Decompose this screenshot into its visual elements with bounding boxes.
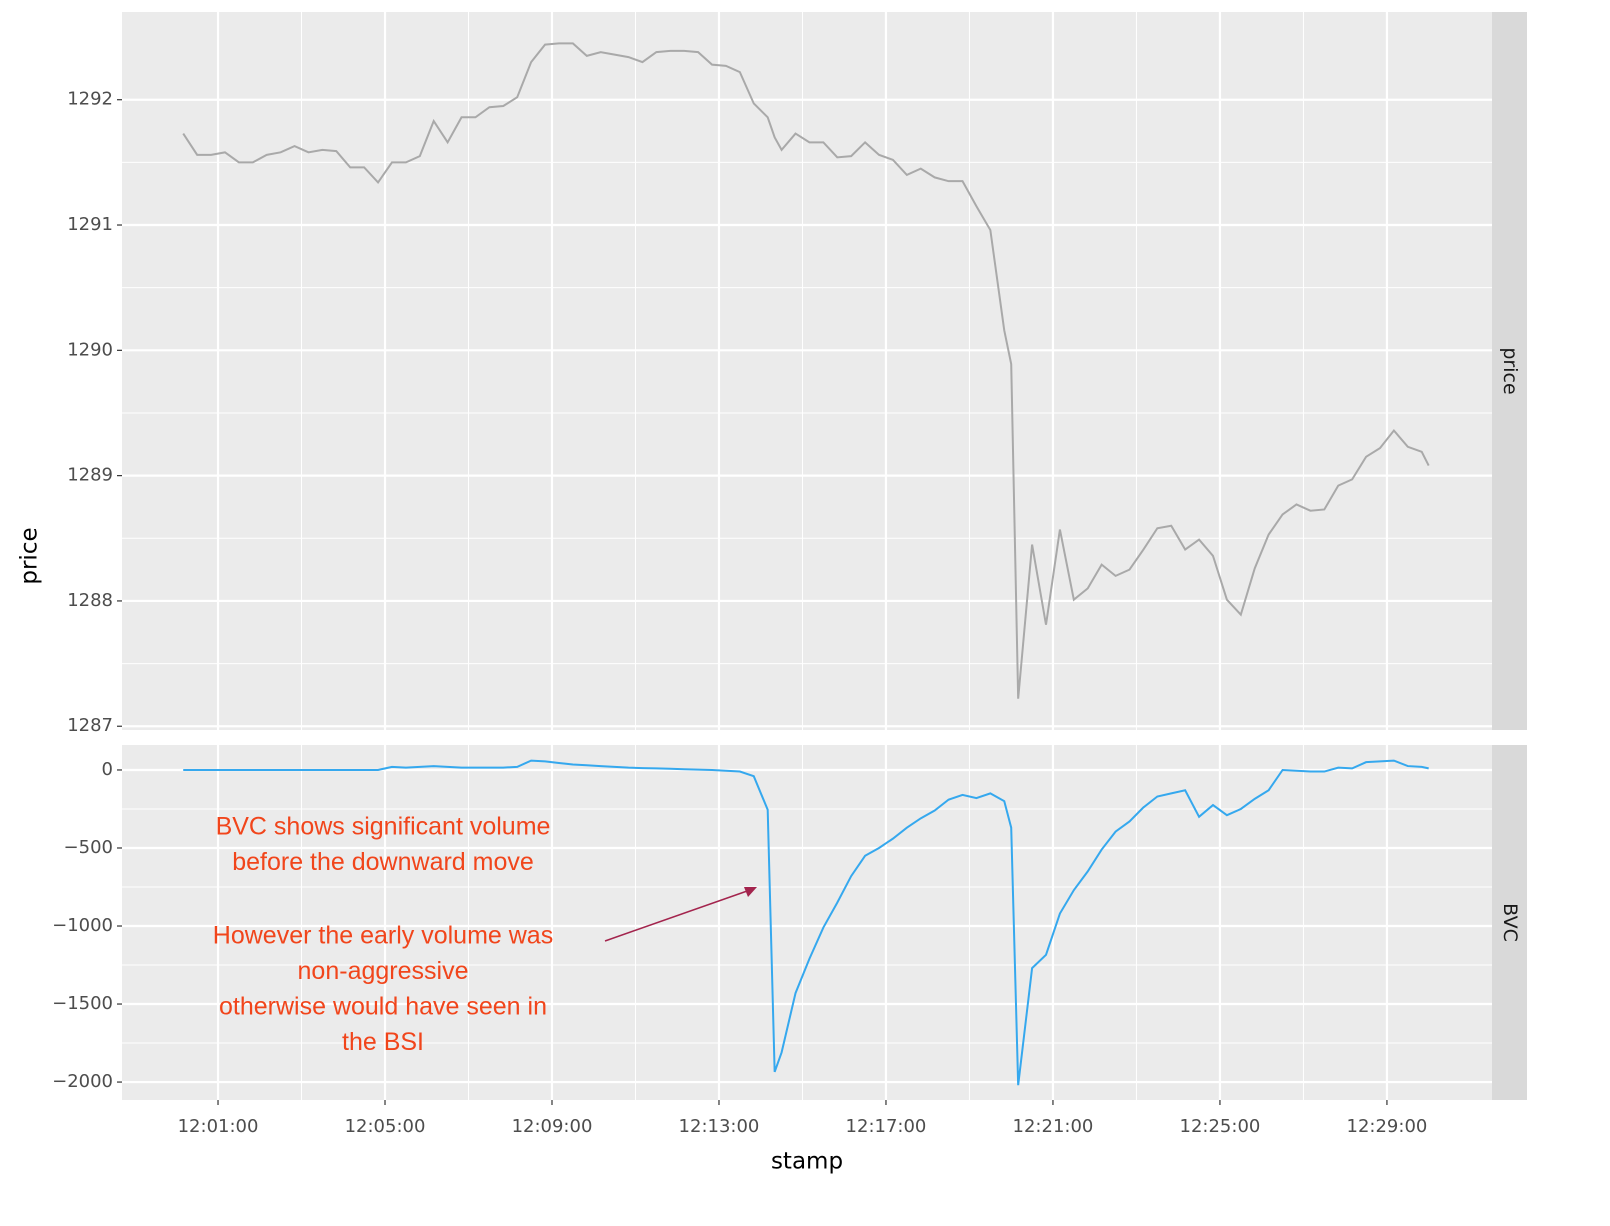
strip-label: BVC — [1499, 903, 1521, 942]
annotation: non-aggressive — [298, 957, 469, 985]
data-line — [183, 759, 1429, 1086]
x-tick-label: 12:17:00 — [846, 1116, 927, 1137]
strip-background — [1492, 12, 1527, 730]
annotation: BVC shows significant volume — [216, 813, 551, 841]
x-tick-label: 12:21:00 — [1013, 1116, 1094, 1137]
y-axis-label: price — [17, 527, 43, 584]
x-tick-label: 12:09:00 — [512, 1116, 593, 1137]
x-tick-label: 12:05:00 — [345, 1116, 426, 1137]
panel-background — [122, 745, 1492, 1100]
annotation-arrow — [604, 889, 751, 942]
y-tick-label: −1500 — [52, 993, 113, 1014]
x-tick-label: 12:29:00 — [1347, 1116, 1428, 1137]
x-tick-label: 12:01:00 — [178, 1116, 259, 1137]
panel-background — [122, 12, 1492, 730]
y-tick-label: 1291 — [67, 214, 113, 235]
strip-label: price — [1499, 347, 1521, 394]
x-tick-label: 12:13:00 — [679, 1116, 760, 1137]
data-line — [182, 42, 1430, 699]
y-tick-label: −1000 — [52, 915, 113, 936]
annotation: before the downward move — [232, 848, 534, 876]
annotation: However the early volume was — [213, 922, 553, 950]
strip-background — [1492, 745, 1527, 1100]
y-tick-label: 0 — [102, 759, 113, 780]
y-tick-label: 1288 — [67, 590, 113, 611]
y-tick-label: −2000 — [52, 1071, 113, 1092]
annotation: otherwise would have seen in — [219, 993, 547, 1021]
annotation: the BSI — [342, 1028, 424, 1056]
y-tick-label: 1292 — [67, 89, 113, 110]
x-axis-label: stamp — [771, 1149, 843, 1175]
y-tick-label: 1290 — [67, 339, 113, 360]
y-tick-label: 1287 — [67, 715, 113, 736]
x-tick-label: 12:25:00 — [1180, 1116, 1261, 1137]
annotation-arrowhead — [744, 887, 757, 897]
y-tick-label: −500 — [64, 837, 113, 858]
y-tick-label: 1289 — [67, 465, 113, 486]
